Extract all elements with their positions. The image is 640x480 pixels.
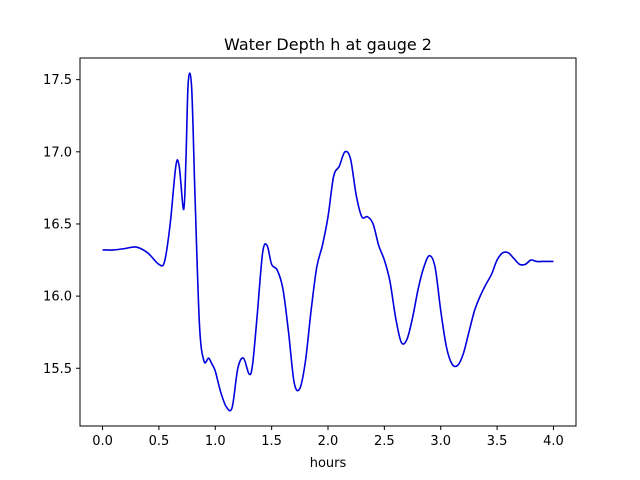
y-tick-label: 15.5 xyxy=(43,362,72,377)
y-tick-label: 17.0 xyxy=(43,145,72,160)
x-tick-label: 1.5 xyxy=(261,434,282,449)
y-tick-label: 16.5 xyxy=(43,217,72,232)
x-tick-label: 0.5 xyxy=(149,434,170,449)
x-tick-label: 3.5 xyxy=(487,434,508,449)
series-line-0 xyxy=(102,72,554,412)
x-tick-label: 2.5 xyxy=(374,434,395,449)
x-tick-label: 1.0 xyxy=(205,434,226,449)
x-axis-ticks: 0.0 0.5 1.0 1.5 2.0 2.5 3.0 3.5 4.0 xyxy=(92,426,564,449)
x-tick-label: 4.0 xyxy=(543,434,564,449)
x-tick-label: 2.0 xyxy=(318,434,339,449)
plot-area xyxy=(102,72,554,412)
y-tick-label: 16.0 xyxy=(43,290,72,305)
chart-title: Water Depth h at gauge 2 xyxy=(224,35,432,54)
x-tick-label: 0.0 xyxy=(92,434,113,449)
y-axis-ticks: 15.5 16.0 16.5 17.0 17.5 xyxy=(43,73,80,377)
x-axis-label: hours xyxy=(310,456,347,471)
x-tick-label: 3.0 xyxy=(430,434,451,449)
y-tick-label: 17.5 xyxy=(43,73,72,88)
